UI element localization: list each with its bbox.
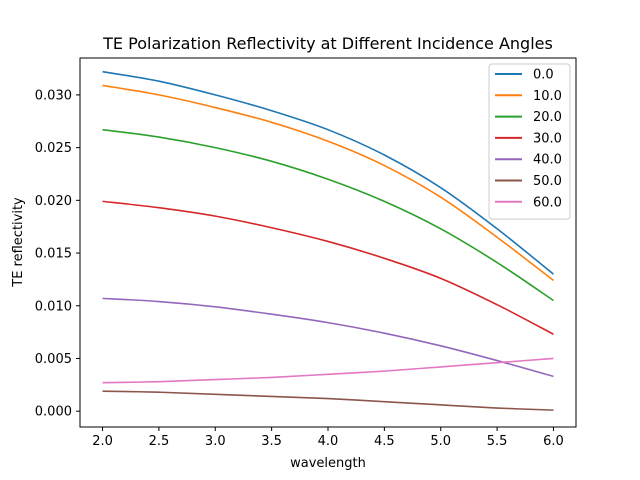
series-line-60-0 — [102, 357, 554, 384]
legend-label: 30.0 — [533, 131, 562, 146]
series-line-0-0 — [102, 70, 554, 275]
x-tick-label: 5.5 — [487, 434, 508, 449]
y-tick-label: 0.015 — [35, 247, 72, 262]
x-tick-label: 4.5 — [374, 434, 395, 449]
y-tick-label: 0.030 — [35, 88, 72, 103]
legend-label: 0.0 — [533, 68, 554, 83]
x-tick-label: 3.0 — [205, 434, 226, 449]
series-line-30-0 — [102, 200, 554, 335]
y-tick-label: 0.005 — [35, 352, 72, 367]
x-axis-label: wavelength — [290, 456, 366, 471]
legend: 0.0 10.0 20.0 30.0 40.0 50.0 60.0 — [488, 63, 571, 220]
y-tick-label: 0.010 — [35, 299, 72, 314]
series-line-50-0 — [102, 390, 554, 411]
legend-label: 40.0 — [533, 153, 562, 168]
y-tick-label: 0.000 — [35, 405, 72, 420]
y-axis: 0.000 0.005 0.010 0.015 0.020 0.025 0.030 — [35, 88, 80, 420]
x-tick-label: 4.0 — [318, 434, 339, 449]
chart-title: TE Polarization Reflectivity at Differen… — [102, 34, 553, 53]
legend-label: 10.0 — [533, 89, 562, 104]
series-line-10-0 — [102, 84, 554, 282]
y-tick-label: 0.020 — [35, 194, 72, 209]
x-tick-label: 3.5 — [261, 434, 282, 449]
series-line-40-0 — [102, 297, 554, 378]
series-line-20-0 — [102, 128, 554, 302]
y-tick-label: 0.025 — [35, 141, 72, 156]
x-tick-label: 5.0 — [430, 434, 451, 449]
x-tick-label: 2.0 — [92, 434, 113, 449]
x-axis: 2.0 2.5 3.0 3.5 4.0 4.5 5.0 5.5 6.0 — [92, 427, 564, 449]
series-lines — [102, 70, 554, 411]
x-tick-label: 6.0 — [543, 434, 564, 449]
x-tick-label: 2.5 — [149, 434, 170, 449]
legend-label: 20.0 — [533, 110, 562, 125]
y-axis-label: TE reflectivity — [11, 197, 26, 288]
legend-label: 60.0 — [533, 195, 562, 210]
legend-label: 50.0 — [533, 174, 562, 189]
